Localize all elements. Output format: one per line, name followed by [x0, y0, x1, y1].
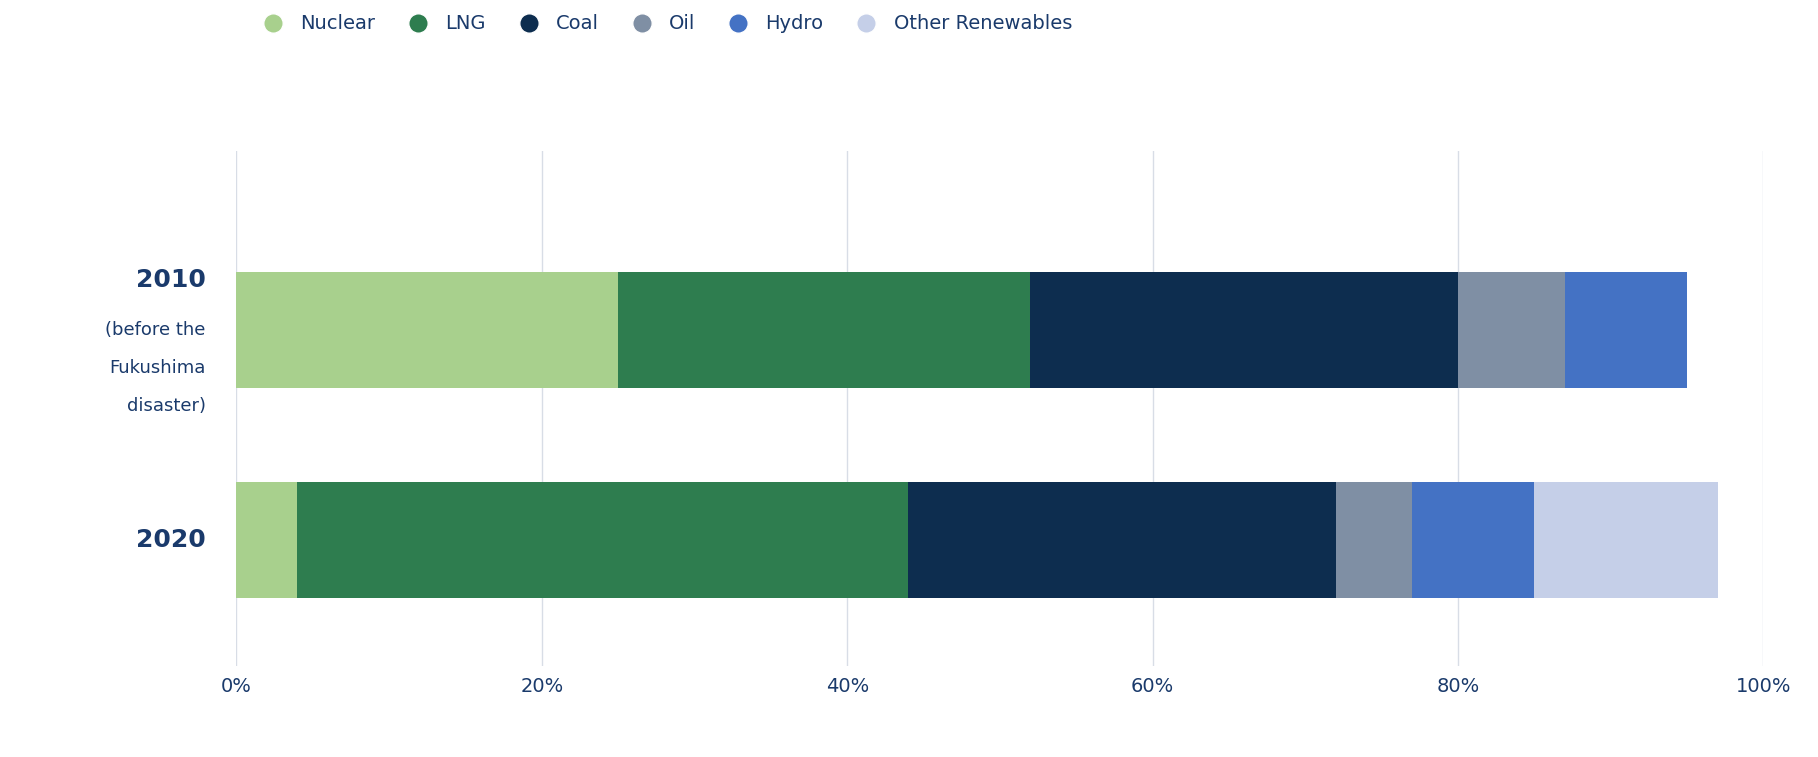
Bar	[1336, 482, 1413, 598]
Bar	[236, 482, 298, 598]
Legend: Nuclear, LNG, Coal, Oil, Hydro, Other Renewables: Nuclear, LNG, Coal, Oil, Hydro, Other Re…	[245, 7, 1080, 41]
Text: 2020: 2020	[136, 528, 205, 552]
Text: disaster): disaster)	[127, 397, 205, 415]
Text: (before the: (before the	[105, 321, 205, 339]
Bar	[618, 273, 1031, 388]
Bar	[909, 482, 1336, 598]
Bar	[298, 482, 909, 598]
Bar	[1534, 482, 1718, 598]
Bar	[1458, 273, 1565, 388]
Bar	[1031, 273, 1458, 388]
Bar	[236, 273, 618, 388]
Text: Fukushima: Fukushima	[109, 359, 205, 377]
Bar	[1413, 482, 1534, 598]
Bar	[1565, 273, 1687, 388]
Text: 2010: 2010	[136, 268, 205, 292]
